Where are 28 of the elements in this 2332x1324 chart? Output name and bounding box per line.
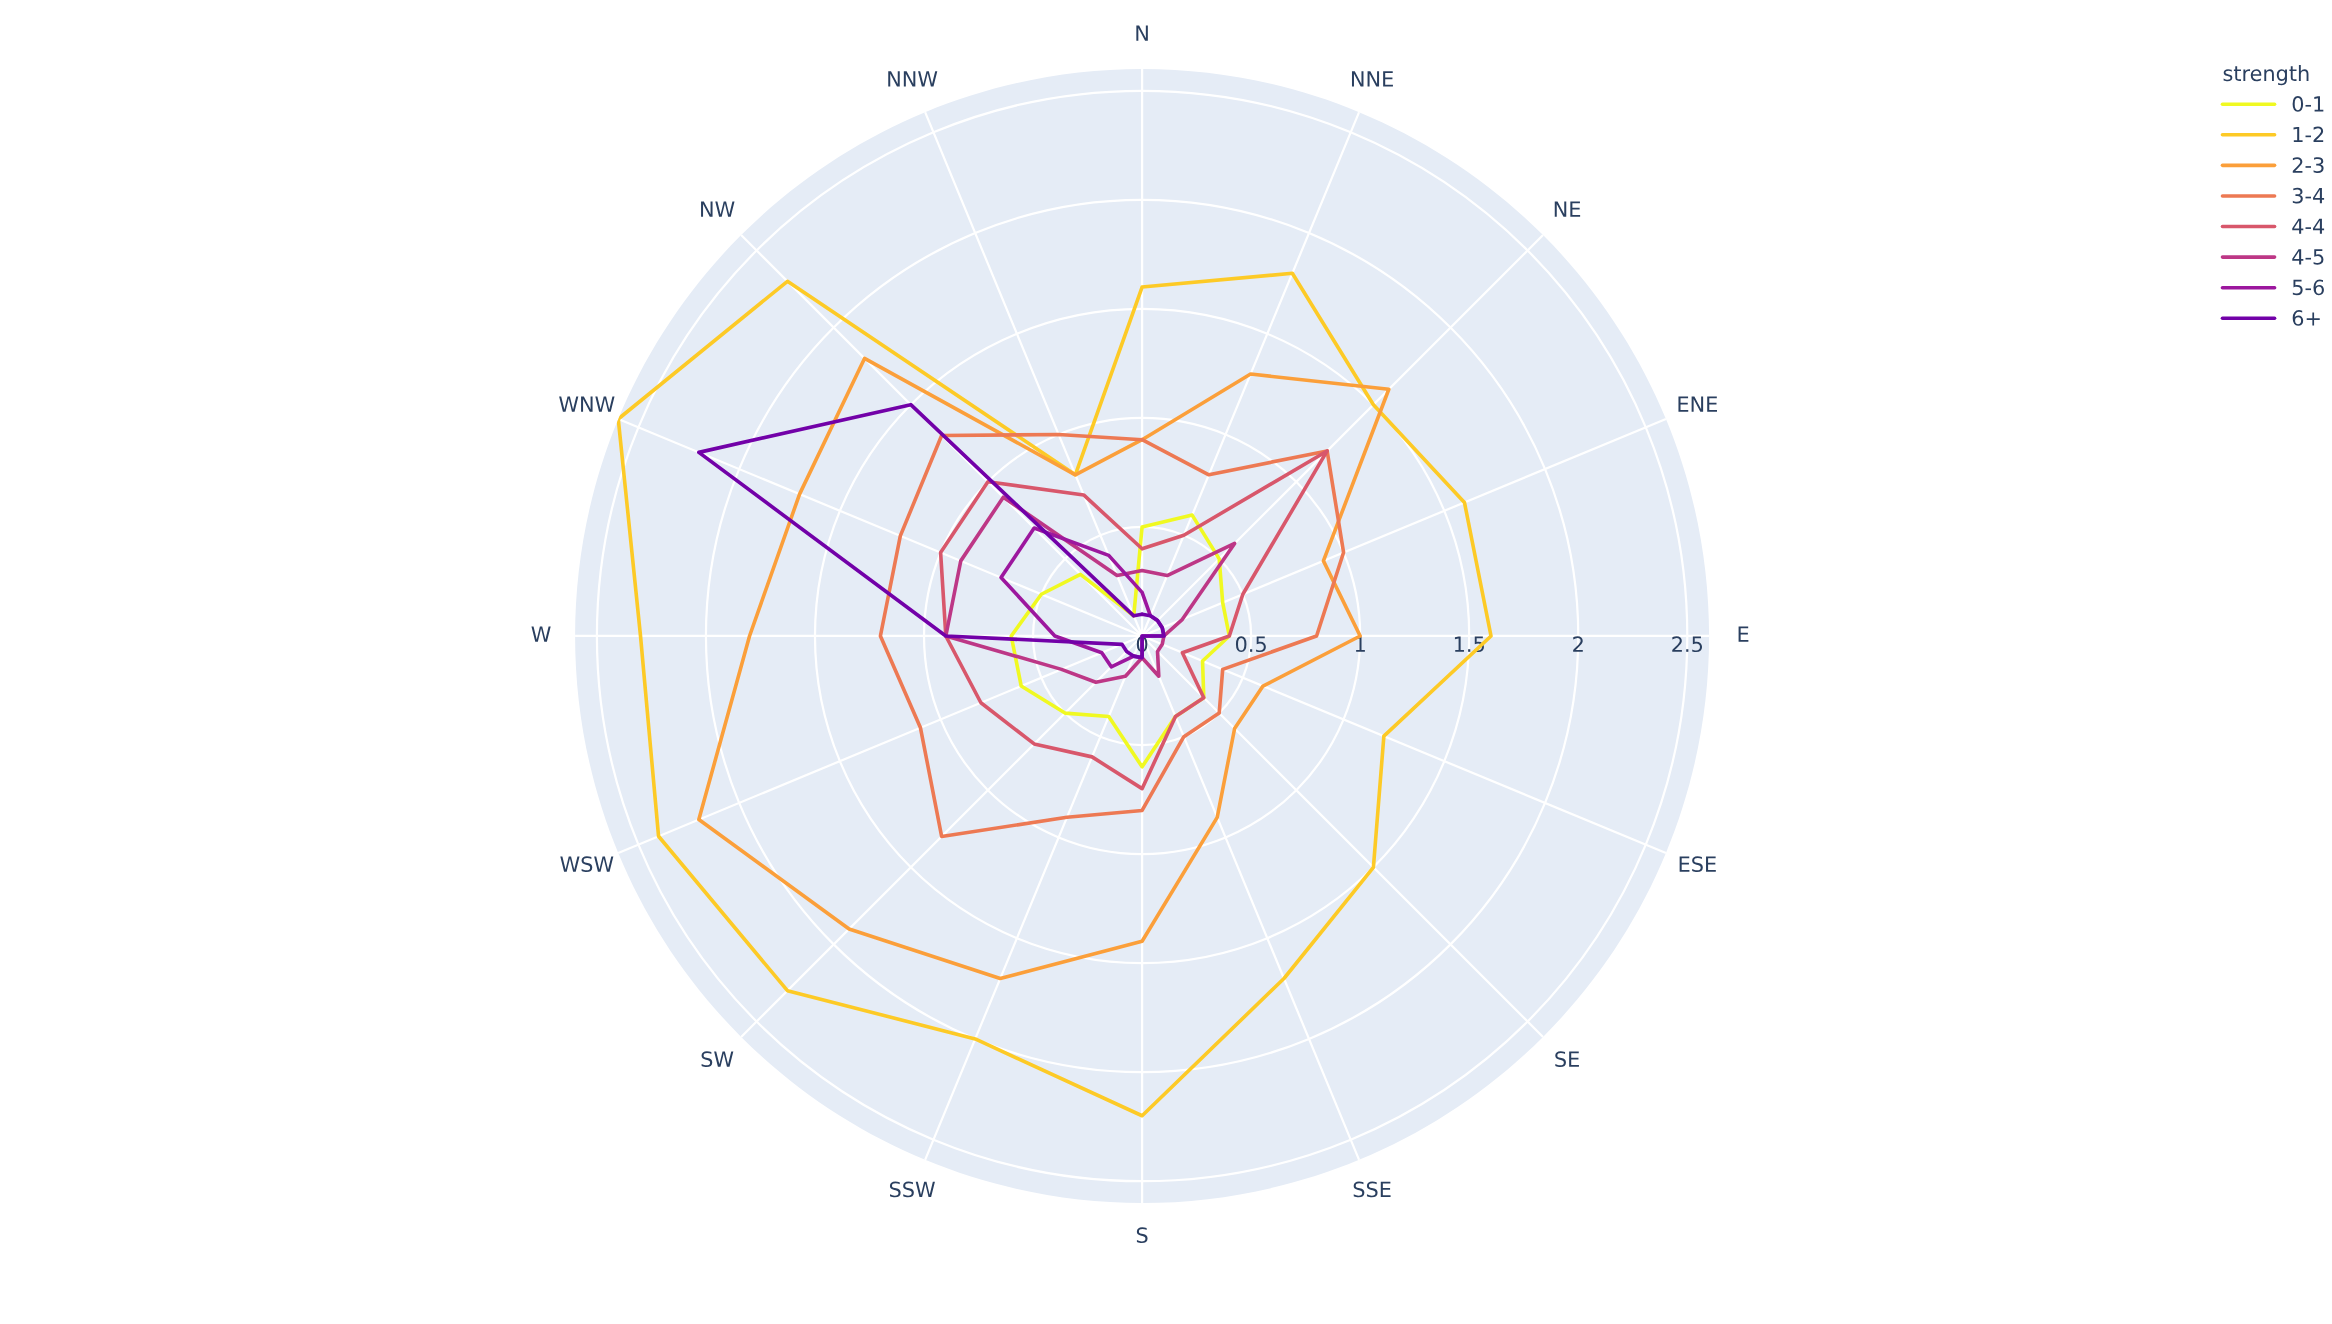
legend-label: 1-2 [2293, 126, 2324, 143]
y-tick-label: 2 [1573, 636, 1583, 652]
spoke-label: WNW [559, 396, 615, 412]
y-tick-label: 2.5 [1672, 636, 1703, 653]
spoke-label: S [1136, 1227, 1148, 1244]
spoke-label: ENE [1678, 396, 1717, 412]
spoke-label: SSW [889, 1181, 935, 1198]
legend-label: 6+ [2292, 310, 2320, 326]
legend-label: 2-3 [2292, 157, 2324, 173]
legend-label: 5-6 [2292, 279, 2324, 296]
legend-label: 3-4 [2292, 187, 2325, 204]
spoke-label: NW [701, 201, 735, 217]
spoke-label: ESE [1679, 856, 1716, 873]
spoke-label: E [1738, 626, 1749, 642]
legend-label: 4-4 [2292, 218, 2325, 234]
legend-title: strength [2223, 65, 2309, 86]
y-tick-label: 0.5 [1235, 636, 1266, 653]
spoke-label: N [1136, 25, 1148, 41]
spoke-label: SE [1555, 1051, 1579, 1068]
spoke-label: WSW [560, 856, 614, 873]
spoke-label: NNE [1351, 71, 1393, 87]
spoke-label: SSE [1353, 1181, 1391, 1198]
spoke-label: SW [701, 1051, 734, 1068]
legend-label: 4-5 [2292, 249, 2324, 265]
spoke-label: W [531, 626, 551, 642]
spoke-label: NE [1554, 201, 1581, 217]
legend-label: 0-1 [2292, 96, 2324, 112]
spoke-label: NNW [888, 71, 938, 87]
